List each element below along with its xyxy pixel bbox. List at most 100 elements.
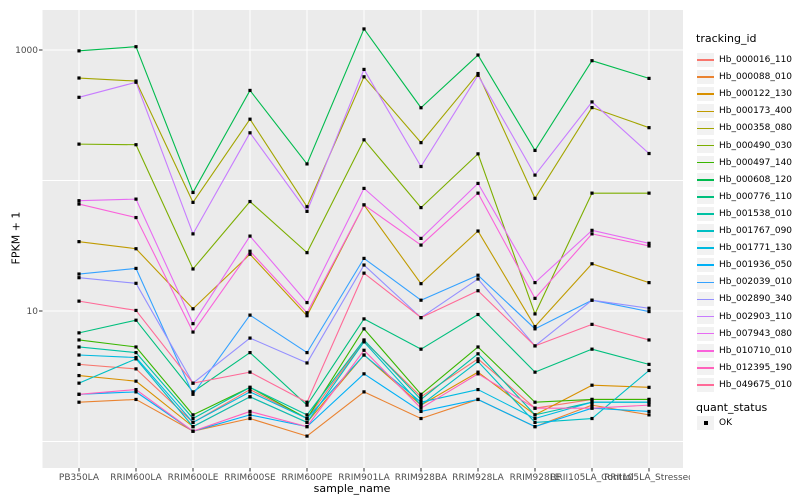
data-point: [362, 271, 366, 275]
data-point: [362, 203, 366, 207]
legend-item-label: Hb_001936_050: [719, 260, 793, 271]
legend-line-swatch: [697, 59, 714, 61]
data-point: [362, 75, 366, 79]
data-point: [590, 416, 594, 421]
legend-key-box: [697, 258, 714, 273]
data-point: [305, 300, 309, 305]
data-point: [77, 49, 81, 53]
legend-item-Hb_001538_010: Hb_001538_010: [697, 206, 793, 221]
data-point: [77, 362, 81, 366]
legend-key-box: [697, 53, 714, 67]
legend-key-box: [697, 104, 714, 119]
data-point: [191, 307, 195, 311]
data-point: [419, 141, 423, 145]
data-point: [647, 338, 651, 342]
data-point: [476, 359, 480, 364]
data-point: [191, 425, 195, 429]
legend-key-box: [697, 121, 714, 136]
data-point: [191, 381, 195, 385]
data-point: [305, 416, 309, 421]
legend-key-box: [697, 70, 714, 85]
legend-item-label: Hb_000358_080: [719, 123, 793, 134]
legend-item-Hb_000358_080: Hb_000358_080: [697, 121, 793, 136]
legend-line-swatch: [697, 76, 714, 78]
data-point: [248, 234, 252, 238]
data-point: [476, 370, 480, 374]
data-point: [419, 409, 423, 414]
data-point: [248, 252, 252, 256]
data-point: [419, 392, 423, 396]
data-point: [647, 413, 651, 417]
data-point: [647, 151, 651, 156]
data-point: [248, 416, 252, 421]
data-point: [134, 390, 138, 394]
data-point: [191, 420, 195, 425]
data-point: [533, 425, 537, 429]
data-point: [590, 100, 594, 104]
data-point: [647, 76, 651, 80]
data-point: [191, 267, 195, 271]
legend-key-box: [697, 292, 714, 307]
data-point: [590, 383, 594, 387]
data-point: [305, 400, 309, 404]
data-point: [248, 117, 252, 121]
data-point: [134, 80, 138, 84]
data-point: [77, 276, 81, 280]
legend-item-Hb_001771_130: Hb_001771_130: [697, 241, 792, 256]
legend-item-Hb_000088_010: Hb_000088_010: [697, 70, 792, 85]
data-point: [77, 202, 81, 206]
data-point: [134, 387, 138, 392]
data-point: [476, 277, 480, 281]
data-point: [590, 322, 594, 326]
data-point: [647, 241, 651, 245]
data-point: [647, 281, 651, 285]
x-tick-label: PB350LA: [59, 473, 100, 483]
data-point: [590, 105, 594, 110]
data-point: [305, 420, 309, 425]
data-point: [77, 95, 81, 99]
data-point: [77, 76, 81, 80]
data-point: [305, 162, 309, 166]
legend-key-box: [697, 326, 714, 341]
data-point: [419, 316, 423, 320]
data-point: [191, 416, 195, 421]
data-point: [248, 350, 252, 355]
data-point: [248, 336, 252, 340]
data-point: [419, 243, 423, 247]
data-point: [533, 327, 537, 331]
legend-item-Hb_002039_010: Hb_002039_010: [697, 275, 792, 290]
data-point: [647, 397, 651, 402]
x-tick-label: RRIM928BA: [395, 473, 448, 483]
legend-key-box: [697, 343, 714, 358]
x-tick-label: RRIM600LE: [168, 473, 219, 483]
legend-line-swatch: [697, 247, 714, 249]
data-point: [305, 311, 309, 315]
legend-item-Hb_000173_400: Hb_000173_400: [697, 104, 792, 119]
data-point: [419, 164, 423, 169]
legend-key-box: [697, 360, 714, 375]
data-point: [362, 263, 366, 267]
legend-key-box: [697, 224, 714, 238]
data-point: [77, 400, 81, 404]
data-point: [533, 416, 537, 421]
data-point: [362, 348, 366, 352]
legend-key-box: [697, 275, 714, 290]
x-tick-label: RRII105LA_Stressed: [604, 473, 694, 483]
data-point: [419, 403, 423, 407]
data-point: [248, 409, 252, 414]
data-point: [134, 266, 138, 271]
legend-item-label: Hb_001538_010: [719, 208, 793, 219]
data-point: [362, 67, 366, 72]
data-point: [77, 392, 81, 396]
data-point: [134, 247, 138, 251]
data-point: [134, 215, 138, 220]
data-point: [476, 372, 480, 376]
data-point: [77, 331, 81, 335]
legend-item-Hb_002890_340: Hb_002890_340: [697, 292, 792, 307]
data-point: [191, 413, 195, 417]
data-point: [305, 425, 309, 429]
data-point: [77, 240, 81, 244]
data-point: [476, 397, 480, 402]
data-point: [134, 397, 138, 402]
legend-item-Hb_001936_050: Hb_001936_050: [697, 258, 793, 273]
